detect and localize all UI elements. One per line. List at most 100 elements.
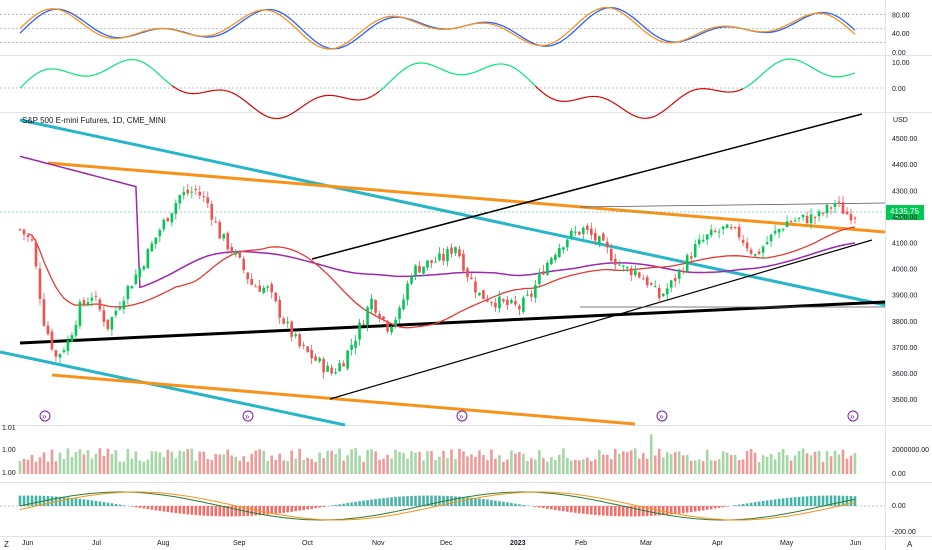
- macd-histogram-bar: [793, 497, 797, 506]
- candle-body: [366, 307, 369, 326]
- event-marker-icon[interactable]: [847, 410, 859, 422]
- volume-bar: [338, 448, 341, 474]
- event-marker-icon[interactable]: [656, 410, 668, 422]
- macd-histogram-bar: [669, 506, 673, 515]
- orange-trendline-lower: [51, 373, 636, 426]
- volume-bar: [302, 459, 305, 474]
- volume-bar: [833, 450, 837, 474]
- volume-bar: [294, 458, 297, 474]
- volume-bar: [578, 460, 581, 474]
- macd-histogram-bar: [30, 495, 34, 506]
- candle-body: [689, 256, 693, 259]
- osc-segment: [223, 89, 228, 92]
- volume-bar: [625, 452, 629, 474]
- volume-bar: [510, 450, 513, 474]
- volume-bar: [717, 459, 721, 474]
- event-marker-glyph: »: [42, 412, 47, 421]
- macd-histogram-bar: [186, 506, 190, 515]
- corner-label-left[interactable]: Z: [4, 540, 9, 549]
- volume-bar: [26, 459, 30, 474]
- macd-histogram-bar: [390, 497, 393, 506]
- osc-segment: [547, 95, 552, 99]
- candle-body: [542, 271, 545, 275]
- candle-body: [334, 372, 337, 374]
- candle-body: [170, 213, 174, 223]
- event-marker-icon[interactable]: [242, 410, 254, 422]
- macd-histogram-bar: [733, 505, 737, 506]
- candle-body: [362, 323, 365, 325]
- osc-segment: [235, 94, 241, 98]
- osc-segment: [259, 111, 265, 116]
- volume-bar: [805, 453, 809, 474]
- macd-histogram-bar: [398, 496, 401, 506]
- osc-segment: [538, 89, 544, 94]
- macd-histogram-bar: [370, 499, 373, 506]
- time-tick-label: Nov: [372, 540, 385, 547]
- corner-label-right[interactable]: A: [907, 540, 913, 549]
- osc-segment: [830, 75, 836, 78]
- osc-segment: [678, 95, 684, 99]
- volume-bar: [158, 452, 162, 474]
- candle-body: [58, 354, 62, 358]
- volume-bar: [282, 460, 285, 474]
- volume-bar: [46, 461, 50, 474]
- osc-segment: [203, 90, 208, 93]
- macd-histogram-bar: [110, 503, 114, 506]
- volume-bar: [362, 461, 365, 474]
- macd-signal-line: [19, 491, 856, 521]
- volume-bar: [118, 461, 122, 474]
- osc-segment: [243, 99, 249, 104]
- candle-body: [442, 253, 445, 261]
- volume-bar: [66, 448, 70, 474]
- candle-body: [625, 267, 629, 269]
- macd-histogram-bar: [737, 504, 741, 506]
- candle-body: [54, 350, 58, 357]
- volume-bar: [645, 458, 649, 474]
- macd-line: [19, 491, 856, 521]
- osc-segment: [571, 99, 576, 102]
- volume-bar: [586, 457, 589, 474]
- macd-histogram-bar: [150, 506, 154, 510]
- macd-histogram-bar: [82, 499, 86, 506]
- macd-histogram-bar: [629, 506, 633, 517]
- volume-bar: [466, 456, 469, 474]
- volume-bar: [853, 453, 857, 474]
- event-marker-icon[interactable]: [456, 410, 468, 422]
- event-markers[interactable]: » » » » »: [39, 410, 859, 422]
- candle-body: [274, 292, 277, 302]
- macd-histogram-bar: [841, 495, 845, 506]
- candle-body: [122, 300, 126, 310]
- candle-body: [753, 253, 757, 256]
- candle-body: [314, 356, 317, 361]
- macd-histogram-bar: [797, 496, 801, 506]
- candle-body: [70, 335, 74, 342]
- macd-histogram-bar: [402, 496, 405, 506]
- event-marker-icon[interactable]: [39, 410, 51, 422]
- candle-body: [645, 277, 649, 286]
- volume-bar: [30, 454, 34, 474]
- volume-bar: [430, 451, 433, 474]
- candle-body: [737, 226, 741, 238]
- candle-body: [613, 258, 617, 265]
- volume-bar: [350, 449, 353, 474]
- osc-segment: [463, 73, 468, 76]
- osc-segment: [530, 81, 536, 87]
- osc-segment: [467, 72, 472, 75]
- volume-bar: [70, 456, 74, 474]
- candle-body: [701, 239, 705, 242]
- volume-bar: [637, 458, 641, 474]
- macd-histogram-bar: [246, 506, 250, 517]
- macd-histogram-bar: [470, 497, 473, 506]
- volume-bar: [673, 452, 677, 474]
- volume-bar: [570, 460, 573, 474]
- macd-histogram-bar: [701, 506, 705, 511]
- osc-segment: [239, 96, 245, 101]
- osc-segment: [263, 114, 268, 118]
- volume-bar: [322, 458, 325, 474]
- macd-histogram-bar: [534, 506, 537, 507]
- volume-bar: [470, 454, 473, 474]
- macd-histogram-bar: [510, 502, 513, 506]
- osc-segment: [347, 98, 352, 100]
- osc-segment: [778, 59, 784, 63]
- osc-segment: [311, 97, 316, 102]
